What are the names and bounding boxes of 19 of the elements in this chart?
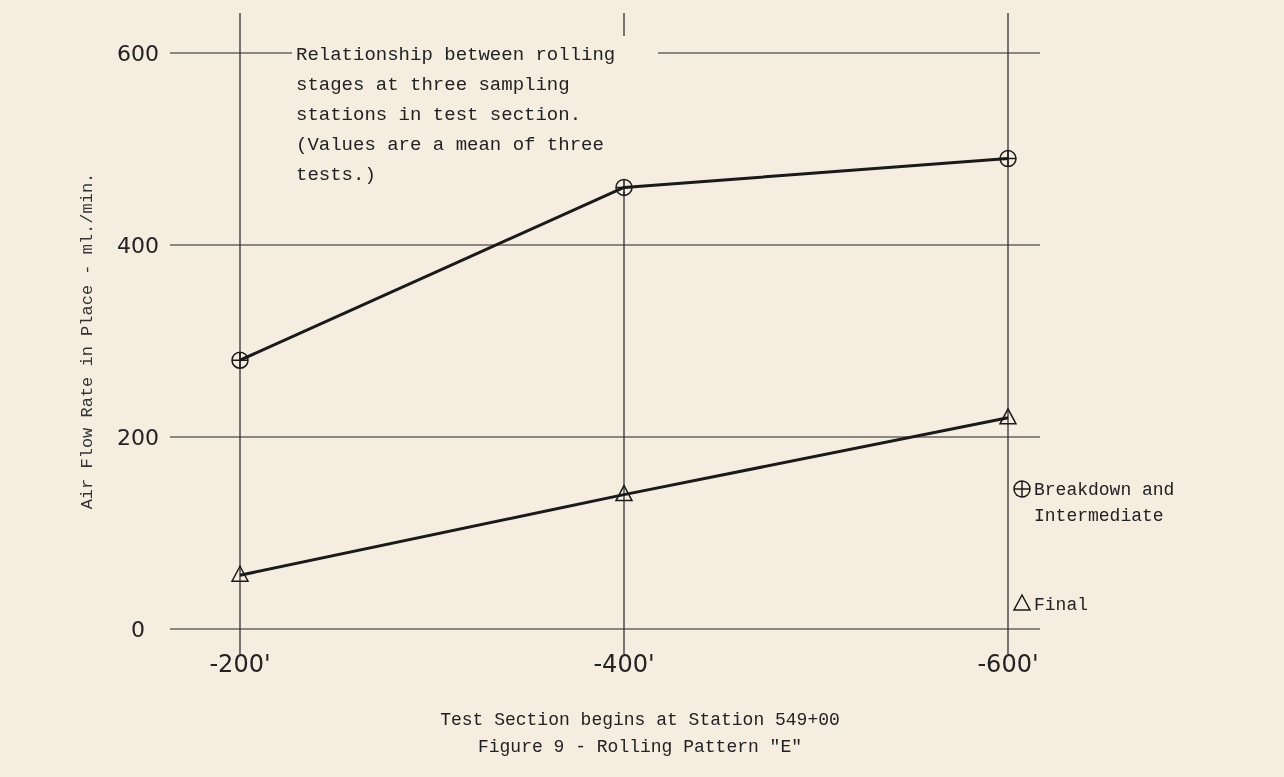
point [231, 565, 249, 582]
point [231, 351, 249, 369]
point [999, 149, 1017, 168]
y-tick-label: 600 [117, 40, 159, 66]
x-tick-label: -200' [209, 650, 271, 678]
y-tick-label: 0 [131, 616, 145, 642]
text: Figure 9 - Rolling Pattern "E" [477, 737, 803, 757]
x-axis-title: Test Section begins at Station 549+00 [440, 710, 840, 730]
x-tick-label: -400' [593, 650, 655, 678]
legend-label: Final [1034, 595, 1089, 615]
point [615, 484, 633, 502]
y-tick-label: 400 [117, 232, 159, 258]
point [615, 178, 633, 197]
y-axis-title: Air Flow Rate in Place - ml./min. [78, 172, 97, 510]
y-tick-label: 200 [117, 424, 159, 450]
x-tick-label: -600' [977, 650, 1039, 678]
annotation: Relationship between rolling stages at three sampling stations in test section. (Values are a mean of three tests.) [296, 44, 616, 186]
point [999, 408, 1017, 425]
legend-label: Breakdown and Intermediate [1034, 480, 1175, 526]
